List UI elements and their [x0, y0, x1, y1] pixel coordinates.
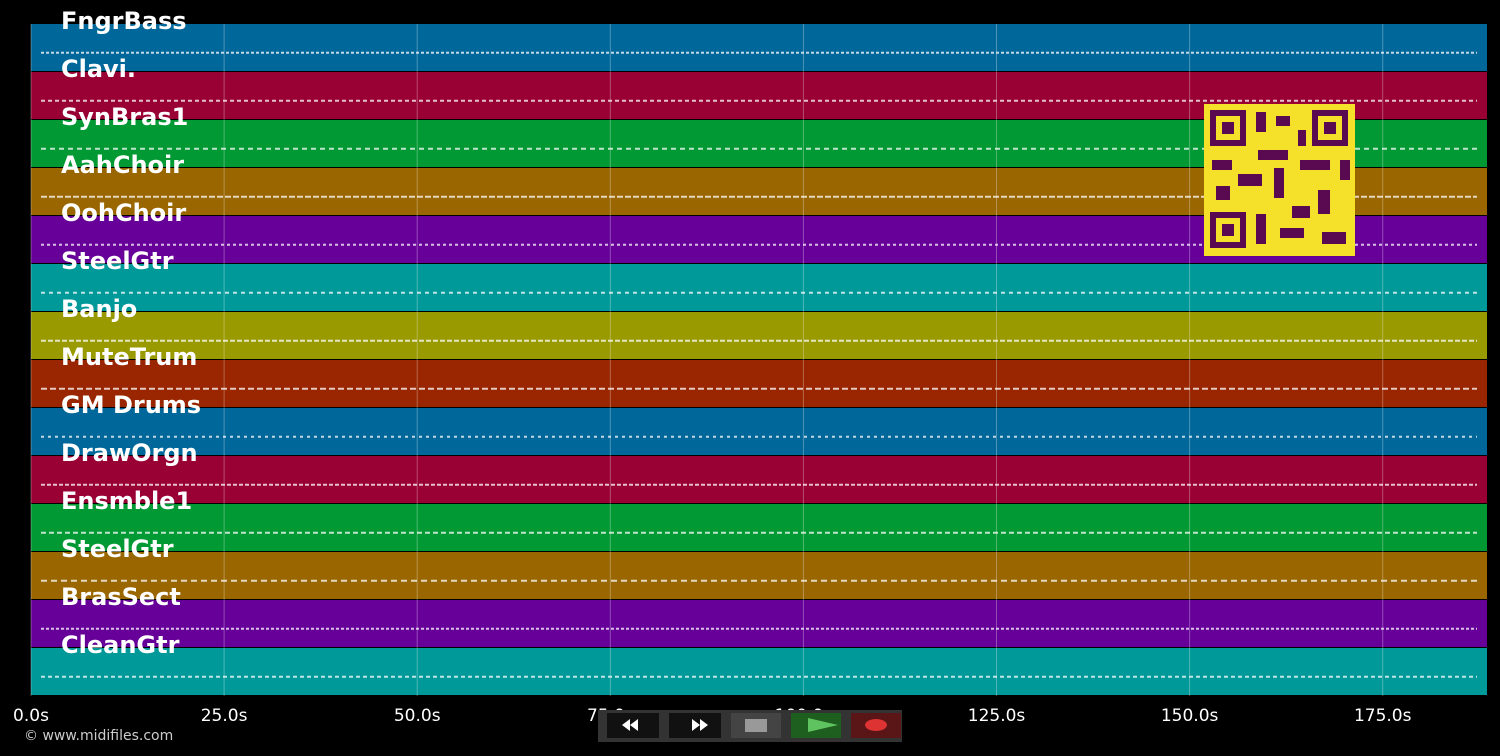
- track-lane: [31, 360, 1487, 407]
- x-tick-label: 0.0s: [13, 706, 49, 726]
- track-name: MuteTrum: [61, 343, 197, 371]
- record-button[interactable]: [851, 713, 901, 738]
- track-lane: [31, 24, 1487, 71]
- track-name: SteelGtr: [61, 535, 174, 563]
- track-lane: [31, 552, 1487, 599]
- stop-button[interactable]: [731, 713, 781, 738]
- x-tick-label: 50.0s: [394, 706, 441, 726]
- track-name: BrasSect: [61, 583, 181, 611]
- track-name: DrawOrgn: [61, 439, 198, 467]
- x-tick-label: 175.0s: [1354, 706, 1412, 726]
- x-tick-label: 150.0s: [1161, 706, 1219, 726]
- track-lane: [31, 648, 1487, 695]
- track-lane: [31, 408, 1487, 455]
- track-name: Banjo: [61, 295, 137, 323]
- x-tick-label: 25.0s: [201, 706, 248, 726]
- track-name: SynBras1: [61, 103, 188, 131]
- track-lane: [31, 456, 1487, 503]
- rewind-button[interactable]: [607, 713, 659, 738]
- x-tick-label: 125.0s: [968, 706, 1026, 726]
- track-name: GM Drums: [61, 391, 201, 419]
- track-name: AahChoir: [61, 151, 184, 179]
- forward-button[interactable]: [669, 713, 721, 738]
- qr-code: [1204, 104, 1355, 256]
- track-name: FngrBass: [61, 7, 187, 35]
- track-name: CleanGtr: [61, 631, 180, 659]
- track-lane: [31, 504, 1487, 551]
- track-lane: [31, 312, 1487, 359]
- track-name: OohChoir: [61, 199, 186, 227]
- labels: FngrBass Clavi. SynBras1 AahChoir OohChoir St…: [61, 7, 201, 659]
- grid: [30, 24, 1384, 696]
- track-name: SteelGtr: [61, 247, 174, 275]
- footer: © www.midifiles.com: [24, 728, 173, 744]
- track-name: Clavi.: [61, 55, 136, 83]
- transport-controls: [598, 710, 902, 742]
- track-lane: [31, 600, 1487, 647]
- track-lane: [31, 264, 1487, 311]
- play-button[interactable]: [791, 713, 841, 738]
- track-name: Ensmble1: [61, 487, 192, 515]
